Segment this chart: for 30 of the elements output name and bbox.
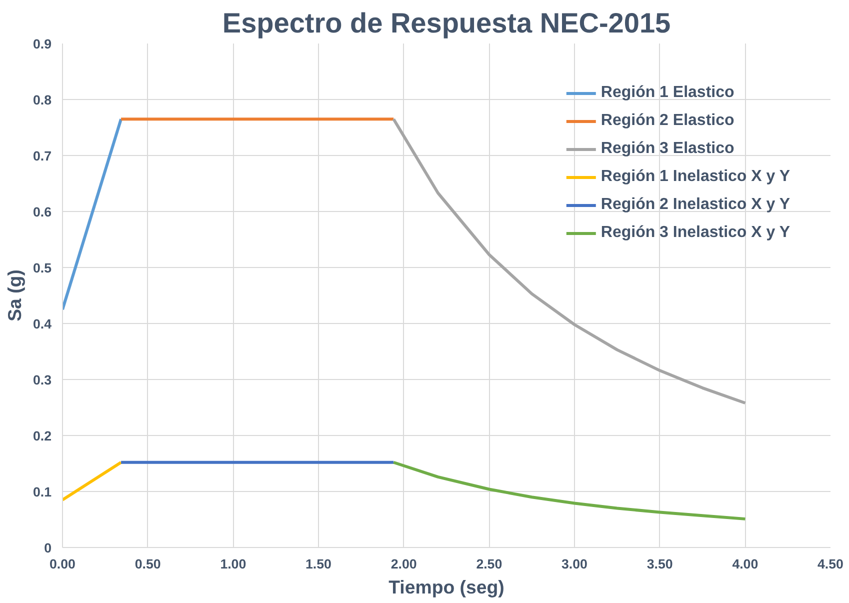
x-tick-label: 0.50 — [134, 556, 161, 572]
chart-title: Espectro de Respuesta NEC-2015 — [222, 8, 671, 38]
y-tick-label: 0.7 — [32, 148, 52, 164]
x-tick-label: 1.50 — [306, 556, 332, 572]
y-tick-label: 0.1 — [32, 484, 52, 500]
y-tick-label: 0.3 — [32, 372, 52, 388]
line-series — [392, 460, 747, 520]
x-tick-label: 3.50 — [646, 556, 673, 572]
x-tick-label: 3.00 — [562, 556, 588, 572]
y-axis-title: Sa (g) — [4, 270, 25, 322]
x-tick-label: 4.00 — [732, 556, 758, 572]
legend-label: Región 3 Inelastico X y Y — [600, 224, 790, 242]
x-tick-label: 2.00 — [390, 556, 417, 572]
legend-label: Región 2 Elastico — [600, 112, 734, 130]
legend-label: Región 1 Inelastico X y Y — [600, 168, 790, 186]
y-tick-label: 0 — [44, 540, 52, 556]
y-tick-label: 0.8 — [32, 92, 52, 108]
y-tick-label: 0.2 — [32, 428, 52, 444]
x-tick-label: 2.50 — [476, 556, 502, 572]
x-tick-label: 0.00 — [50, 556, 76, 572]
legend-label: Región 1 Elastico — [600, 84, 734, 102]
y-tick-label: 0.5 — [32, 260, 52, 276]
x-tick-label: 4.50 — [818, 556, 844, 572]
y-tick-label: 0.9 — [32, 36, 52, 52]
legend-label: Región 2 Inelastico X y Y — [600, 196, 790, 214]
x-axis-title: Tiempo (seg) — [388, 576, 504, 598]
x-tick-label: 1.00 — [220, 556, 246, 572]
y-tick-label: 0.6 — [32, 204, 52, 220]
legend-label: Región 3 Elastico — [600, 140, 734, 158]
y-tick-label: 0.4 — [32, 316, 52, 332]
